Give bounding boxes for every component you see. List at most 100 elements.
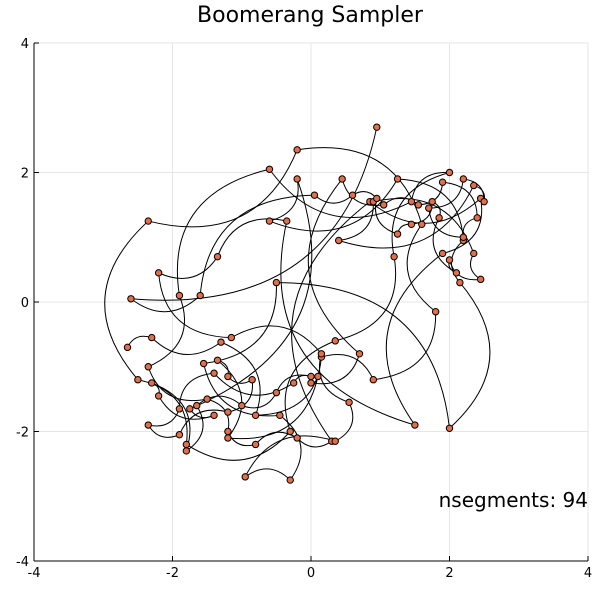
x-tick-label: 4 (584, 566, 592, 581)
trajectory-segment (244, 435, 336, 478)
trajectory-segment (469, 253, 481, 280)
y-tick-label: 0 (21, 296, 29, 311)
trajectory-segment (269, 178, 299, 222)
trajectory-segment (428, 178, 464, 209)
event-point (418, 220, 426, 229)
event-point (470, 181, 478, 190)
event-point (127, 295, 135, 303)
event-point (175, 431, 184, 439)
event-point (310, 191, 319, 199)
trajectory-segment (391, 172, 450, 257)
event-point (425, 204, 433, 212)
event-point (380, 201, 388, 209)
event-point (331, 437, 339, 445)
trajectory-segment (442, 198, 483, 254)
event-point (154, 269, 163, 277)
event-point (393, 230, 402, 238)
trajectory-segment (449, 282, 491, 429)
trajectory-segment (130, 295, 201, 313)
event-point (193, 401, 201, 410)
trajectory-segment (203, 363, 280, 417)
event-point (283, 217, 291, 225)
event-point (411, 421, 419, 429)
trajectory-segment (203, 282, 277, 365)
trajectory-segment (296, 437, 333, 448)
grid-lines (33, 42, 589, 562)
trajectory-segment (147, 366, 208, 402)
event-point (272, 388, 281, 397)
event-point (373, 123, 381, 131)
event-point (438, 249, 447, 258)
event-point (314, 372, 322, 381)
trajectory-segment (297, 147, 423, 225)
trajectory-segment (314, 194, 353, 204)
trajectory-segment (397, 178, 464, 241)
trajectory-segment (220, 341, 261, 416)
trajectory-segment (318, 353, 350, 403)
event-point (445, 168, 454, 177)
event-point (175, 291, 184, 300)
trajectory-segment (148, 149, 298, 228)
event-point (213, 252, 222, 261)
event-point (272, 278, 281, 287)
event-point (435, 214, 443, 222)
event-point (134, 376, 142, 384)
trajectory-segment (307, 178, 360, 355)
event-point (289, 379, 298, 387)
segment-count-annotation: nsegments: 94 (439, 488, 588, 512)
event-point (407, 197, 416, 206)
event-point (241, 473, 249, 481)
trajectory-segment (406, 224, 436, 313)
event-point (445, 256, 454, 264)
event-point (286, 427, 294, 436)
trajectory-segment (244, 468, 291, 481)
trajectory-segment (442, 181, 478, 218)
event-point (293, 434, 301, 442)
trajectory-segment (227, 376, 319, 440)
trajectory-segment (148, 295, 185, 368)
trajectory-segment (241, 392, 277, 409)
axes (33, 42, 589, 562)
trajectory-segment (189, 178, 313, 410)
event-point (224, 408, 232, 416)
trajectory-segment (176, 168, 270, 296)
y-tick-label: -4 (16, 555, 29, 570)
event-point (470, 249, 478, 258)
event-point (148, 333, 156, 342)
event-point (355, 350, 364, 358)
event-point (480, 197, 488, 206)
trajectory-segment (158, 272, 232, 339)
tick-labels: -4 -2 0 2 4 -4 -2 0 2 4 (16, 37, 592, 581)
trajectory-segment (341, 178, 384, 206)
event-point (196, 291, 204, 300)
event-point (473, 214, 481, 222)
trajectory-segment (335, 256, 397, 342)
event-point (210, 411, 218, 420)
event-points (123, 123, 488, 484)
event-point (238, 401, 246, 410)
event-point (331, 337, 339, 345)
trajectory-segment (338, 201, 374, 241)
trajectory-segment (279, 414, 302, 481)
trajectory-segment (186, 405, 204, 452)
event-point (182, 440, 191, 449)
event-point (251, 411, 260, 420)
trajectory-segment (369, 198, 481, 224)
trajectory-segment (196, 395, 243, 406)
event-point (199, 359, 208, 368)
event-point (393, 175, 402, 183)
event-point (276, 411, 284, 420)
event-point (265, 217, 274, 225)
trajectory-segment (158, 395, 215, 420)
trajectory-segment (432, 217, 457, 274)
event-point (390, 252, 398, 261)
event-point (407, 220, 416, 229)
event-point (224, 372, 232, 381)
event-point (307, 379, 315, 387)
event-point (148, 379, 156, 387)
event-point (414, 201, 423, 209)
trajectory-segment (410, 171, 450, 202)
trajectory-segment (338, 185, 475, 249)
trajectory-segment (227, 379, 254, 413)
trajectory-segment (151, 337, 222, 355)
